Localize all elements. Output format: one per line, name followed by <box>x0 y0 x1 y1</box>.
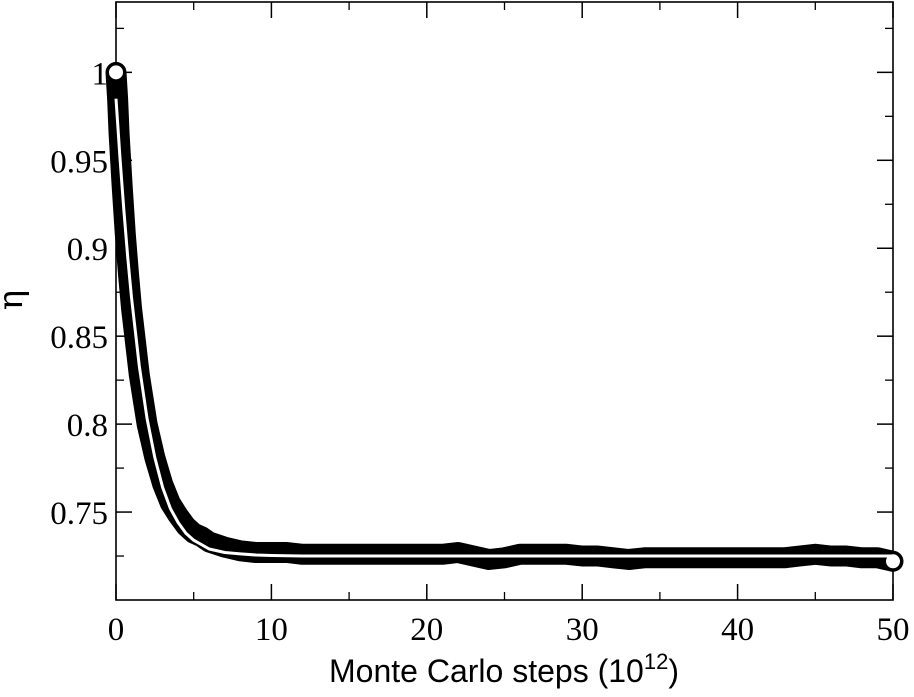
plot-frame <box>115 1 894 601</box>
x-axis-label: Monte Carlo steps (1012) <box>329 649 679 689</box>
y-tick-label: 0.75 <box>50 496 108 532</box>
data-point <box>146 448 164 467</box>
x-tick-label: 20 <box>410 612 443 648</box>
x-tick-label: 40 <box>721 612 754 648</box>
tick-labels: 0 10 20 30 40 50 0.75 0.8 0.85 0.9 0.95 1 <box>50 56 909 648</box>
y-axis-label: η <box>0 290 31 310</box>
x-tick-label: 30 <box>566 612 599 648</box>
y-tick-label: 0.85 <box>50 320 108 356</box>
x-tick-label: 10 <box>255 612 288 648</box>
x-tick-label: 50 <box>877 612 910 648</box>
data-point <box>153 475 172 493</box>
y-tick-label: 0.8 <box>67 408 108 444</box>
data-series-band <box>105 61 904 572</box>
data-point-start <box>107 63 125 82</box>
y-tick-label: 0.9 <box>67 232 108 268</box>
fit-layer <box>114 98 893 558</box>
data-layer <box>105 61 904 572</box>
x-tick-label: 0 <box>108 612 125 648</box>
tick-marks <box>115 2 894 600</box>
fit-curve <box>114 98 893 558</box>
y-tick-label: 1 <box>92 56 109 92</box>
y-tick-label: 0.95 <box>50 144 108 180</box>
